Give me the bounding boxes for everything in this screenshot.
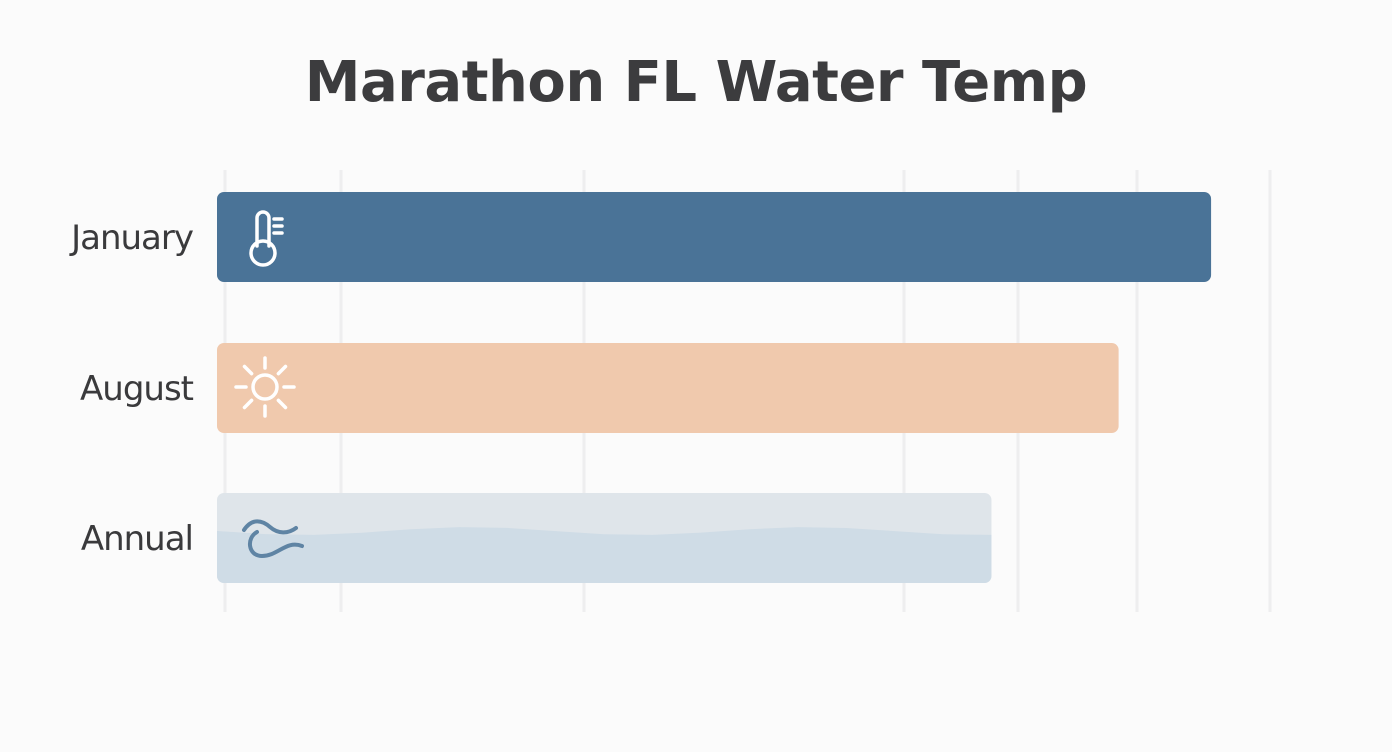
category-label-january: January	[69, 218, 194, 258]
wave-icon	[242, 519, 304, 559]
bars	[217, 192, 1212, 583]
chart-title: Marathon FL Water Temp	[304, 50, 1088, 115]
thermometer-icon	[249, 210, 284, 267]
sun-icon	[234, 356, 296, 418]
bar-january	[217, 192, 1212, 282]
bar-august	[217, 343, 1119, 433]
bar-icons	[234, 210, 304, 559]
category-label-annual: Annual	[81, 519, 193, 559]
category-labels: January August Annual	[69, 218, 195, 559]
category-label-august: August	[80, 369, 194, 409]
annual-wave-fill	[217, 527, 992, 583]
